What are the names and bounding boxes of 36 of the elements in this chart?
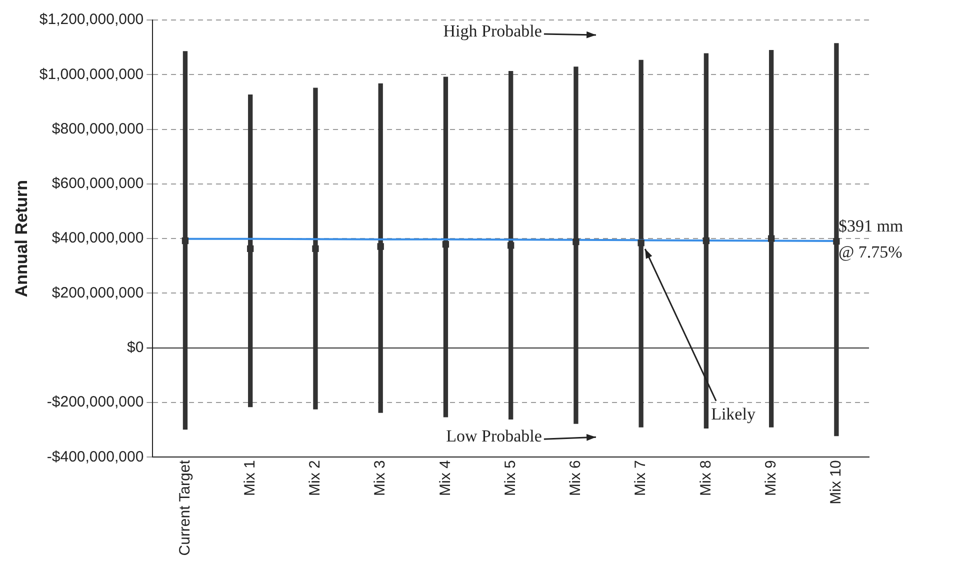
point [702, 237, 710, 244]
point [833, 238, 840, 245]
x-tick-label: Mix 9 [762, 460, 780, 496]
x-tick-label: Mix 4 [436, 460, 454, 496]
x-tick-label: Current Target [176, 459, 194, 556]
point [768, 235, 775, 242]
y-tick-label: $400,000,000 [52, 230, 144, 247]
x-tick-label: Mix 1 [241, 460, 258, 496]
point [312, 245, 319, 252]
point [377, 243, 384, 250]
y-tick-label: $1,200,000,000 [39, 11, 144, 28]
y-axis-title: Annual Return [12, 180, 31, 298]
x-tick-label: Mix 5 [502, 460, 519, 496]
point [508, 242, 514, 249]
y-tick-label: $600,000,000 [52, 175, 144, 192]
x-tick-label: Mix 6 [567, 460, 584, 496]
point [182, 237, 189, 244]
y-tick-label: -$400,000,000 [46, 448, 144, 466]
y-tick-label: -$200,000,000 [46, 394, 144, 411]
point [247, 245, 254, 252]
annotation: Low Probable [446, 426, 542, 446]
x-tick-label: Mix 10 [828, 460, 845, 504]
annotation: Likely [711, 404, 756, 424]
y-tick-label: $200,000,000 [52, 284, 144, 302]
point [442, 240, 450, 248]
y-tick-label: $1,000,000,000 [39, 66, 144, 83]
x-tick-label: Mix 3 [372, 460, 389, 496]
x-tick-label: Mix 2 [306, 460, 324, 496]
y-tick-label: $800,000,000 [52, 120, 144, 138]
point [572, 238, 580, 246]
y-tick-label: $0 [126, 338, 144, 356]
annotation: High Probable [443, 21, 542, 40]
annotation: $391 mm @ 7.75% [838, 216, 904, 262]
x-tick-label: Mix 7 [632, 460, 650, 496]
x-tick-label: Mix 8 [697, 460, 714, 496]
point [638, 240, 644, 246]
